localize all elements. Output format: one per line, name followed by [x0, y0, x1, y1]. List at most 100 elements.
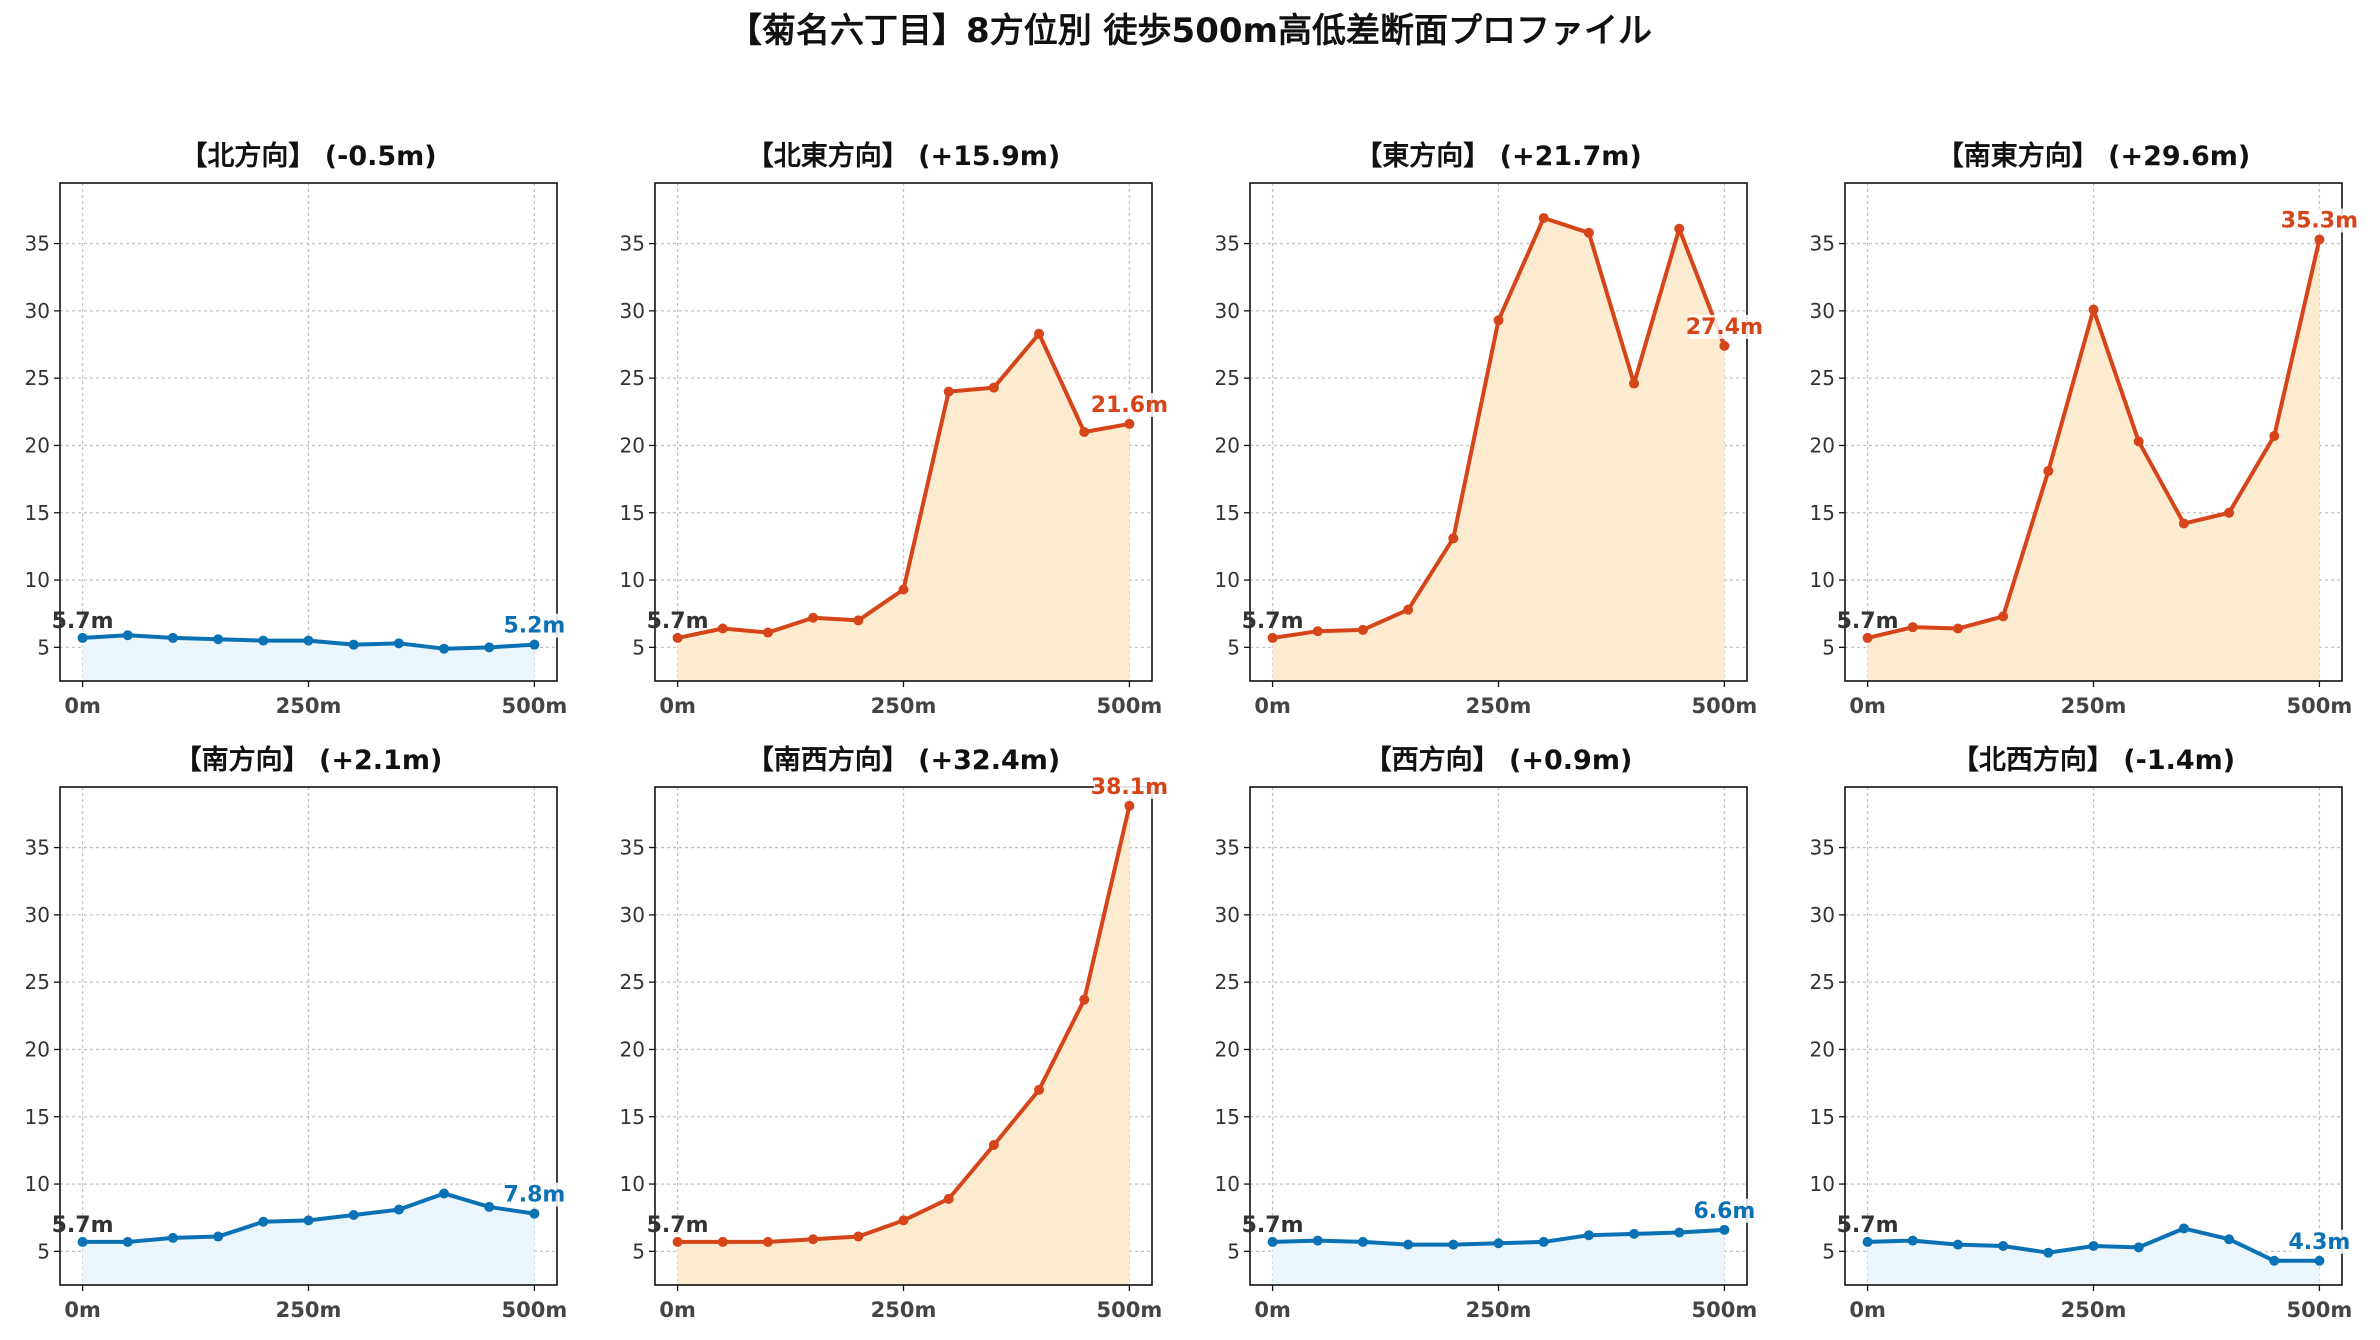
data-point — [1079, 994, 1090, 1005]
y-tick-label: 30 — [1215, 299, 1240, 323]
y-tick-label: 5 — [1822, 1239, 1835, 1263]
elevation-area-fill — [1867, 239, 2320, 681]
x-tick-label: 500m — [2287, 694, 2353, 718]
data-point — [717, 1236, 728, 1247]
x-tick-label: 250m — [1466, 694, 1532, 718]
y-tick-label: 20 — [1810, 1037, 1835, 1061]
data-point — [2043, 1247, 2054, 1258]
data-point — [672, 632, 683, 643]
data-point — [2088, 304, 2099, 315]
end-label-background — [2283, 208, 2355, 233]
y-tick-label: 25 — [1810, 366, 1835, 390]
x-tick-label: 0m — [1849, 1298, 1886, 1322]
data-point — [853, 1231, 864, 1242]
data-point — [393, 1204, 404, 1215]
data-point — [1312, 626, 1323, 637]
elevation-panel: 【北方向】 (-0.5m) 5 10 15 20 25 30 35 0m 250m 500m 5.7m… — [25, 140, 568, 718]
data-point — [2224, 507, 2235, 518]
y-tick-label: 15 — [1810, 1105, 1835, 1129]
end-label-background — [1093, 392, 1165, 417]
data-point — [2178, 1223, 2189, 1234]
data-point — [1952, 623, 1963, 634]
data-point — [1448, 1239, 1459, 1250]
data-point — [529, 1208, 540, 1219]
y-tick-label: 30 — [1215, 903, 1240, 927]
data-point — [988, 1140, 999, 1151]
figure-title: 【菊名六丁目】8方位別 徒歩500m高低差断面プロファイル — [728, 11, 1652, 51]
data-point — [1034, 1084, 1045, 1095]
data-point — [988, 382, 999, 393]
data-point — [484, 642, 495, 653]
y-tick-label: 5 — [37, 1239, 50, 1263]
end-elevation-label: 4.3m — [2288, 1230, 2350, 1255]
elevation-panel: 【南方向】 (+2.1m) 5 10 15 20 25 30 35 0m 250m 500m 5.7m… — [25, 744, 568, 1322]
data-point — [258, 1216, 269, 1227]
y-tick-label: 25 — [25, 970, 50, 994]
y-tick-label: 30 — [1810, 903, 1835, 927]
data-point — [1907, 1235, 1918, 1246]
end-elevation-label: 21.6m — [1091, 393, 1168, 418]
y-tick-label: 15 — [25, 501, 50, 525]
y-tick-label: 25 — [1215, 970, 1240, 994]
data-point — [258, 635, 269, 646]
y-tick-label: 10 — [1215, 568, 1240, 592]
data-point — [1583, 227, 1594, 238]
data-point — [303, 1215, 314, 1226]
data-point — [348, 1210, 359, 1221]
elevation-area-fill — [677, 333, 1130, 681]
data-point — [2133, 1242, 2144, 1253]
y-tick-label: 25 — [1215, 366, 1240, 390]
x-tick-label: 250m — [2061, 694, 2127, 718]
y-tick-label: 15 — [620, 501, 645, 525]
data-point — [1998, 1240, 2009, 1251]
y-tick-label: 20 — [1810, 433, 1835, 457]
data-point — [943, 386, 954, 397]
y-tick-label: 15 — [1215, 1105, 1240, 1129]
x-tick-label: 250m — [2061, 1298, 2127, 1322]
data-point — [167, 632, 178, 643]
data-point — [808, 1234, 819, 1245]
data-point — [898, 1215, 909, 1226]
x-tick-label: 0m — [1254, 1298, 1291, 1322]
y-tick-label: 30 — [25, 299, 50, 323]
y-tick-label: 10 — [1215, 1172, 1240, 1196]
data-point — [122, 630, 133, 641]
y-tick-label: 35 — [25, 232, 50, 256]
data-point — [122, 1236, 133, 1247]
data-point — [1629, 1228, 1640, 1239]
y-tick-label: 35 — [1215, 836, 1240, 860]
x-tick-label: 0m — [1849, 694, 1886, 718]
data-point — [1629, 378, 1640, 389]
start-elevation-label: 5.7m — [1242, 1213, 1304, 1238]
x-tick-label: 0m — [64, 694, 101, 718]
data-point — [2043, 466, 2054, 477]
x-tick-label: 250m — [1466, 1298, 1532, 1322]
y-tick-label: 20 — [25, 1037, 50, 1061]
y-tick-label: 10 — [1810, 1172, 1835, 1196]
end-elevation-label: 7.8m — [503, 1183, 565, 1208]
data-point — [2178, 518, 2189, 529]
elevation-panel: 【東方向】 (+21.7m) 5 10 15 20 25 30 35 0m 250m 500m 5.7… — [1215, 140, 1763, 718]
data-point — [898, 584, 909, 595]
data-point — [717, 623, 728, 634]
data-point — [77, 1236, 88, 1247]
elevation-panel: 【北東方向】 (+15.9m) 5 10 15 20 25 30 35 0m 250m 500m 5.… — [620, 140, 1168, 718]
x-tick-label: 250m — [276, 1298, 342, 1322]
data-point — [303, 635, 314, 646]
x-tick-label: 500m — [1097, 694, 1163, 718]
panel-title: 【北方向】 (-0.5m) — [180, 140, 436, 172]
data-point — [853, 615, 864, 626]
panel-title: 【南東方向】 (+29.6m) — [1937, 140, 2250, 172]
data-point — [1493, 1238, 1504, 1249]
x-tick-label: 500m — [502, 1298, 568, 1322]
elevation-area-fill — [82, 1193, 535, 1285]
y-tick-label: 5 — [632, 1239, 645, 1263]
y-tick-label: 15 — [25, 1105, 50, 1129]
data-point — [1267, 1236, 1278, 1247]
data-point — [1907, 622, 1918, 633]
start-elevation-label: 5.7m — [1837, 609, 1899, 634]
start-elevation-label: 5.7m — [52, 1213, 114, 1238]
x-tick-label: 250m — [871, 694, 937, 718]
data-point — [213, 1231, 224, 1242]
